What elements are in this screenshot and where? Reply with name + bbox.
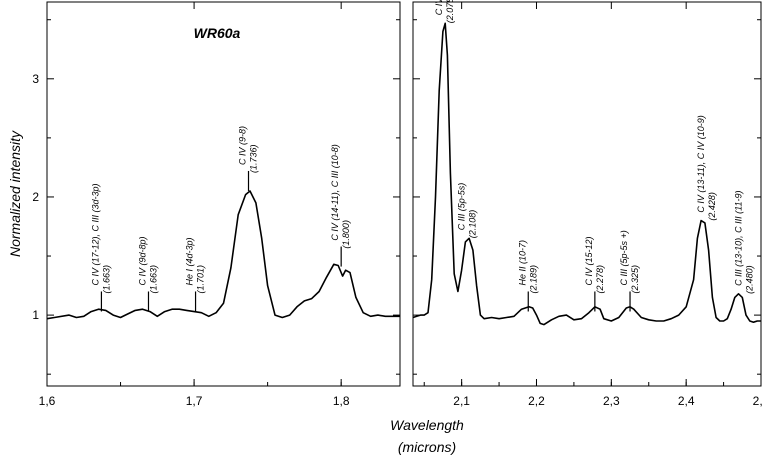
annotation-line: (2.108) <box>468 210 478 239</box>
y-tick-label: 2 <box>32 190 39 204</box>
annotation-line: (1.800) <box>341 220 351 249</box>
annotation-line: (1.701) <box>196 265 206 294</box>
plot-title: WR60a <box>194 25 241 41</box>
annotation-line: (2.428) <box>707 192 717 221</box>
annotation-line: (2.480) <box>745 265 755 294</box>
x-tick-label: 2,2 <box>528 394 545 408</box>
left-panel-frame <box>46 1 401 387</box>
annotation-line: C IV (14-11), C III (10-8) <box>330 144 340 240</box>
line-annotation: C IV (17-12), C III (3d-3p)(1.663) <box>90 183 111 293</box>
line-annotation: C IV (13-11), C IV (10-9)(2.428) <box>696 115 717 220</box>
line-annotation: C III (5p-5s)(2.108) <box>457 183 478 239</box>
x-tick-label: 2,4 <box>678 394 695 408</box>
y-tick-label: 1 <box>32 308 39 322</box>
annotation-line: (1.663) <box>101 265 111 294</box>
annotation-line: C IV (15-12) <box>584 236 594 285</box>
line-annotation: C III (13-10), C III (11-9)(2.480) <box>734 190 755 293</box>
x-tick-label: 2,3 <box>603 394 620 408</box>
annotation-line: C III (5p-5s) <box>457 183 467 231</box>
line-annotation: C IV (3d-3p)(2.078) <box>434 0 455 23</box>
x-tick-label: 1,8 <box>333 394 350 408</box>
annotation-line: (2.278) <box>595 265 605 294</box>
annotation-line: C III (13-10), C III (11-9) <box>734 190 744 285</box>
right-panel: 2,1 2,2 2,3 2,4 2,5 C IV (3d-3p)(2.078) C III … <box>412 0 763 408</box>
annotation-line: (2.078) <box>445 0 455 23</box>
x-tick-label: 1,7 <box>186 394 203 408</box>
x-axis-label: Wavelength <box>390 417 464 433</box>
x-tick-label: 2,1 <box>453 394 470 408</box>
line-annotation: C III (5p-5s +)(2.325) <box>619 230 640 293</box>
line-annotation: He I (4d-3p)(1.701) <box>185 237 206 293</box>
annotation-line: (2.189) <box>528 265 538 294</box>
x-axis-units: (microns) <box>398 439 456 455</box>
right-panel-frame <box>412 1 762 387</box>
annotation-line: C IV (3d-3p) <box>434 0 444 15</box>
annotation-line: C IV (9-8) <box>238 126 248 165</box>
line-annotation: C IV (15-12)(2.278) <box>584 236 605 293</box>
annotation-line: C IV (17-12), C III (3d-3p) <box>90 183 100 285</box>
line-annotation: C IV (9-8)(1.736) <box>238 126 259 173</box>
annotation-line: (1.736) <box>249 144 259 173</box>
line-annotation: C IV (14-11), C III (10-8)(1.800) <box>330 144 351 248</box>
line-annotation: He II (10-7)(2.189) <box>517 240 538 294</box>
annotation-line: C III (5p-5s +) <box>619 230 629 285</box>
x-tick-label: 1,6 <box>39 394 56 408</box>
annotation-line: (1.663) <box>148 265 158 294</box>
annotation-line: He I (4d-3p) <box>185 237 195 285</box>
y-tick-label: 3 <box>32 72 39 86</box>
line-annotation: C IV (9d-8p)(1.663) <box>137 236 158 293</box>
y-axis-label: Normalized intensity <box>7 130 23 257</box>
annotation-line: (2.325) <box>630 265 640 294</box>
spectrum-line <box>412 22 761 326</box>
annotation-line: He II (10-7) <box>517 240 527 286</box>
annotation-line: C IV (13-11), C IV (10-9) <box>696 115 706 212</box>
spectrum-line <box>46 190 400 320</box>
annotation-line: C IV (9d-8p) <box>137 236 147 285</box>
x-tick-label: 2,5 <box>753 394 763 408</box>
